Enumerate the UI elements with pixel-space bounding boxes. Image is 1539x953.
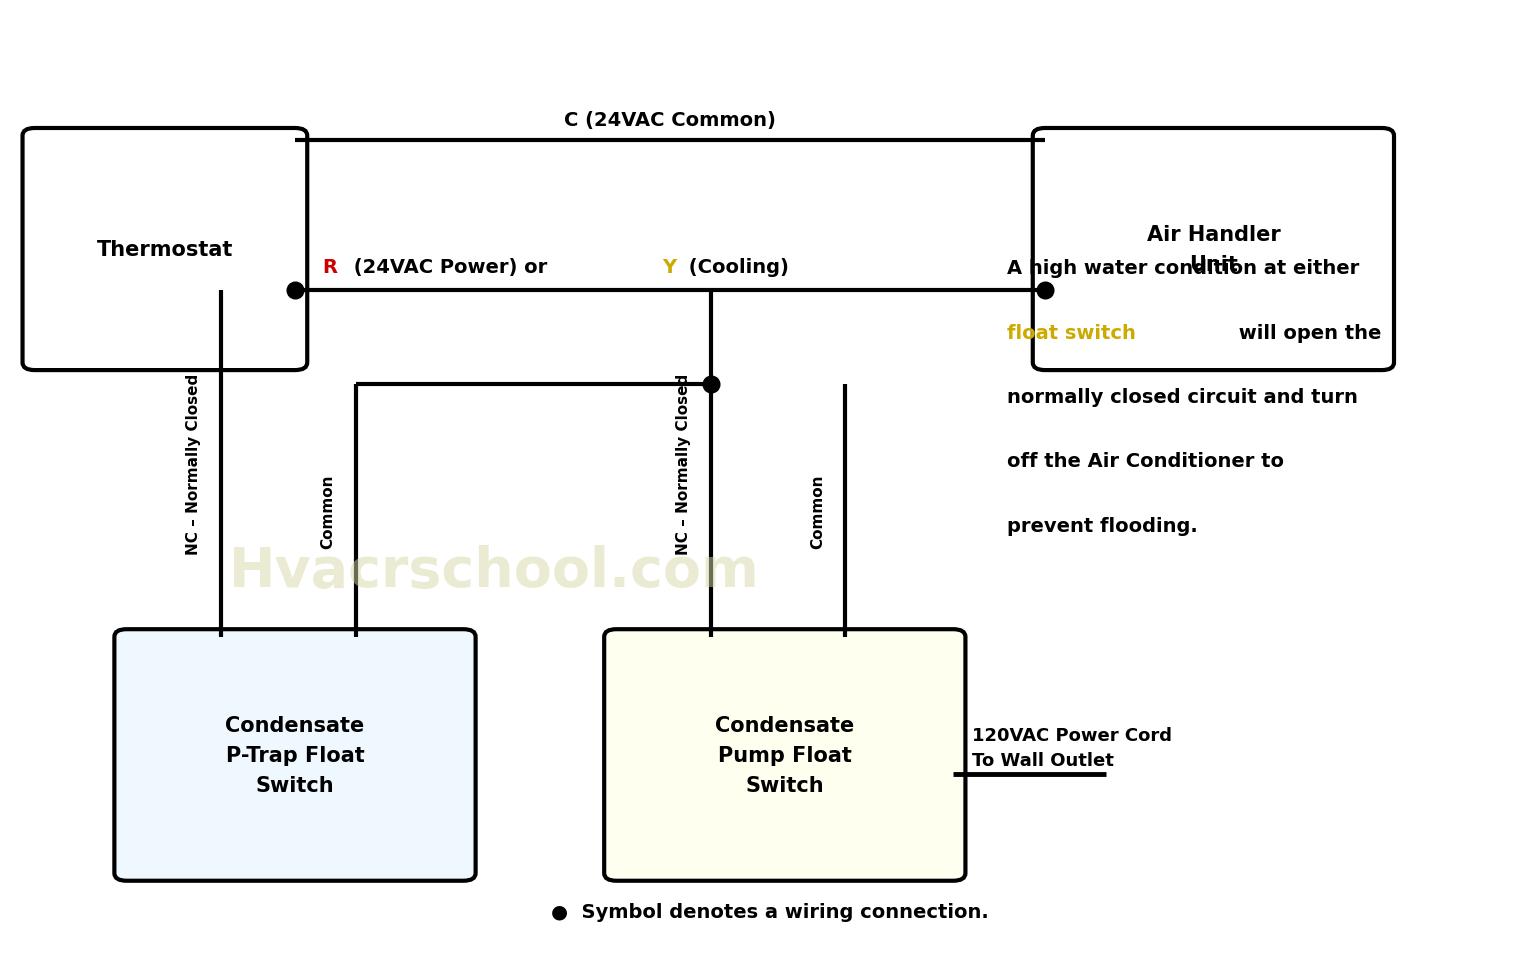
Text: off the Air Conditioner to: off the Air Conditioner to xyxy=(1007,452,1284,471)
Text: normally closed circuit and turn: normally closed circuit and turn xyxy=(1007,388,1357,407)
Text: Hvacrschool.com: Hvacrschool.com xyxy=(229,544,759,598)
Text: NC – Normally Closed: NC – Normally Closed xyxy=(186,374,202,555)
Text: R: R xyxy=(323,257,337,276)
Text: (Cooling): (Cooling) xyxy=(682,257,790,276)
Text: Air Handler
Unit: Air Handler Unit xyxy=(1147,225,1280,274)
Text: Y: Y xyxy=(662,257,677,276)
Text: A high water condition at either: A high water condition at either xyxy=(1007,259,1359,278)
FancyBboxPatch shape xyxy=(605,630,965,881)
Text: Common: Common xyxy=(811,474,825,548)
Text: (24VAC Power) or: (24VAC Power) or xyxy=(346,257,554,276)
Text: Condensate
P-Trap Float
Switch: Condensate P-Trap Float Switch xyxy=(225,716,365,795)
Text: 120VAC Power Cord
To Wall Outlet: 120VAC Power Cord To Wall Outlet xyxy=(971,726,1171,769)
Text: prevent flooding.: prevent flooding. xyxy=(1007,517,1197,536)
FancyBboxPatch shape xyxy=(23,129,308,371)
Text: NC – Normally Closed: NC – Normally Closed xyxy=(676,374,691,555)
FancyBboxPatch shape xyxy=(1033,129,1394,371)
Text: float switch: float switch xyxy=(1007,323,1136,342)
Text: Common: Common xyxy=(320,474,336,548)
FancyBboxPatch shape xyxy=(114,630,476,881)
Text: Thermostat: Thermostat xyxy=(97,240,232,260)
Text: ●  Symbol denotes a wiring connection.: ● Symbol denotes a wiring connection. xyxy=(551,902,988,921)
Text: C (24VAC Common): C (24VAC Common) xyxy=(565,111,776,130)
Text: Condensate
Pump Float
Switch: Condensate Pump Float Switch xyxy=(716,716,854,795)
Text: will open the: will open the xyxy=(1231,323,1380,342)
